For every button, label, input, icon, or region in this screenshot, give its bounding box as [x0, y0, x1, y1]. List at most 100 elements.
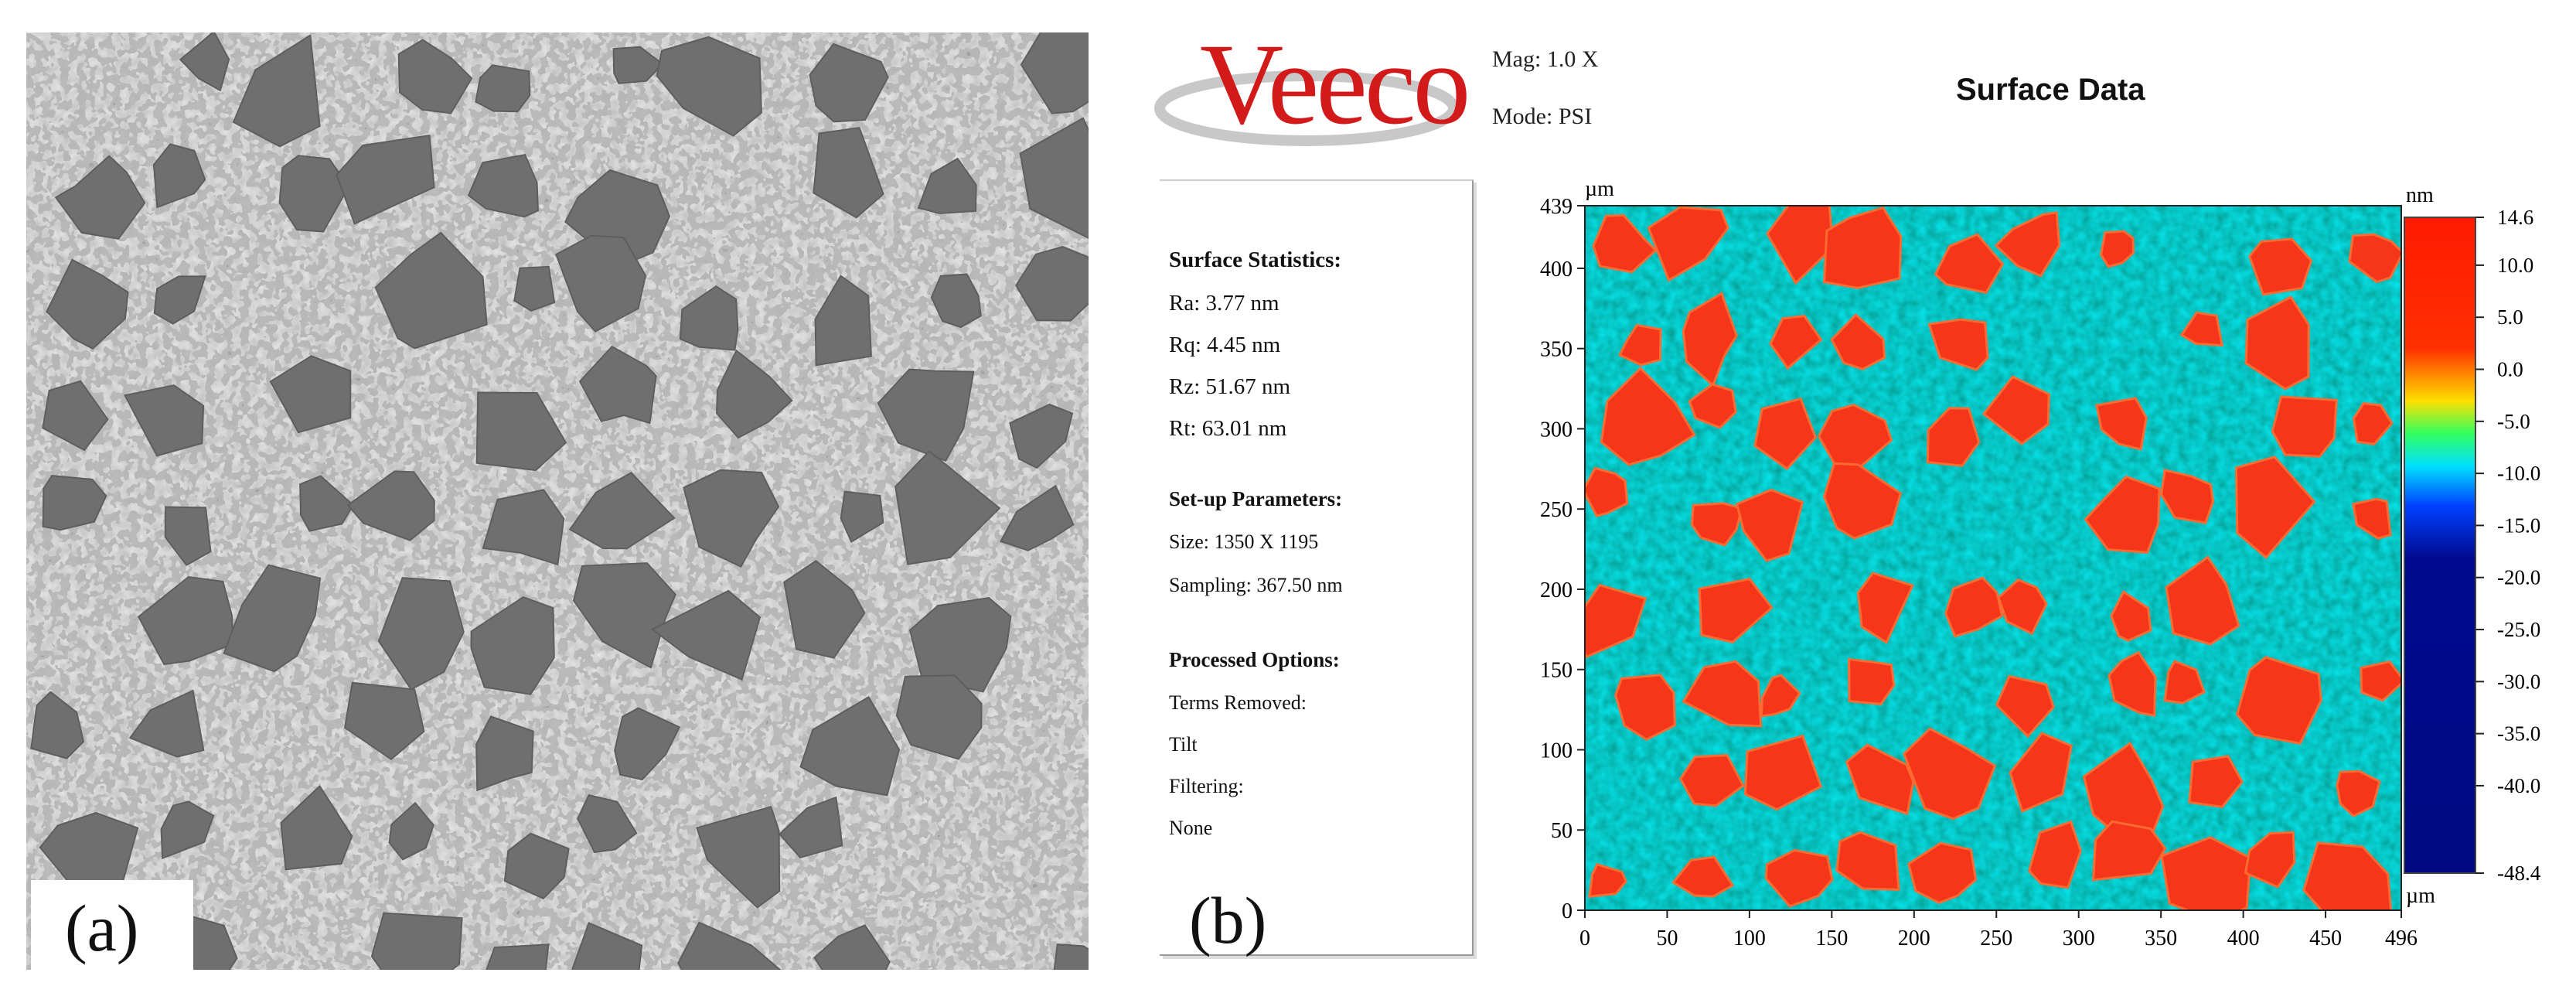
surface-grain [1934, 233, 2005, 294]
surface-grain [1822, 206, 1903, 289]
colorbar-tick-label: 10.0 [2497, 254, 2533, 277]
micro-grain [677, 921, 782, 970]
surface-grain [2302, 841, 2392, 910]
surface-grain [1735, 488, 1804, 562]
micro-grain [346, 470, 435, 541]
surface-grain [1688, 383, 1737, 429]
colorbar-tick-label: -40.0 [2497, 774, 2540, 797]
micro-grain [809, 43, 889, 123]
surface-grain [1698, 578, 1774, 644]
micro-grain [1020, 32, 1089, 114]
veeco-logo: Veeco [1152, 26, 1484, 147]
x-tick-label: 350 [2145, 926, 2177, 950]
y-tick-label: 400 [1540, 258, 1573, 282]
mag-readout: Mag: 1.0 X [1492, 46, 1599, 73]
surface-grain [2336, 769, 2381, 817]
mag-value: 1.0 X [1546, 46, 1599, 72]
surface-data-title: Surface Data [1956, 73, 2145, 107]
micro-grain [223, 564, 322, 673]
surface-grain [1995, 674, 2055, 739]
x-tick-label: 100 [1733, 926, 1766, 950]
micro-grain [840, 490, 884, 544]
colorbar-tick-label: 5.0 [2497, 305, 2523, 329]
micro-grain [397, 39, 473, 114]
x-tick-label: 300 [2063, 926, 2095, 950]
micro-grain [486, 944, 550, 970]
colorbar-tick-label: -20.0 [2497, 566, 2540, 589]
panel-a-label: (a) [31, 880, 193, 977]
surface-grain [2234, 456, 2316, 559]
surface-grain [1690, 502, 1743, 547]
surface-grain [1997, 578, 2048, 636]
surface-grain [1994, 211, 2061, 278]
surface-grain [1926, 407, 1981, 467]
logo-swoosh [1154, 70, 1459, 146]
micro-grain [779, 796, 843, 859]
surface-grain [2244, 831, 2296, 889]
colorbar-tick-label: -48.4 [2497, 862, 2541, 885]
colorbar-unit-um: µm [2406, 884, 2435, 908]
micro-grain [917, 157, 977, 214]
stat-ra: Ra: 3.77 nm [1169, 291, 1279, 316]
micro-grain [813, 126, 884, 219]
surface-grain [2165, 555, 2240, 646]
micro-grain [123, 384, 205, 457]
micro-grain [153, 275, 206, 325]
processed-terms: Terms Removed: [1169, 691, 1307, 714]
surface-grain [2028, 820, 2082, 889]
surface-grain [2095, 397, 2148, 451]
micro-grain [370, 912, 463, 970]
surface-grain [1907, 841, 1978, 905]
stats-heading: Surface Statistics: [1169, 247, 1342, 272]
y-tick-label: 50 [1551, 819, 1573, 843]
surface-grain [2160, 836, 2252, 910]
surface-grain [1617, 323, 1662, 367]
surface-grain [1647, 206, 1729, 282]
processed-none: None [1169, 817, 1213, 839]
micro-grain [1015, 246, 1089, 322]
surface-grain [1835, 831, 1900, 891]
micrograph-texture [26, 32, 1089, 970]
micro-grain [651, 589, 762, 681]
y-tick-label: 100 [1540, 739, 1573, 763]
x-tick-label: 50 [1656, 926, 1678, 950]
y-tick-label: 300 [1540, 418, 1573, 442]
surface-grain [2092, 820, 2167, 882]
surface-grain [1592, 213, 1658, 274]
micro-grain [164, 506, 212, 566]
x-tick-label: 150 [1815, 926, 1848, 950]
x-tick-label: 450 [2309, 926, 2342, 950]
colorbar-tick-label: 14.6 [2497, 206, 2533, 229]
surface-grain [1682, 292, 1738, 387]
micro-grain [278, 155, 350, 233]
processed-tilt: Tilt [1169, 733, 1198, 756]
surface-grain [2248, 237, 2313, 296]
micro-grain [232, 33, 321, 148]
micro-grain [374, 231, 488, 350]
micro-grain [336, 134, 435, 225]
micro-grain [679, 285, 739, 351]
y-tick-label: 250 [1540, 498, 1573, 522]
surface-grain [2179, 311, 2224, 347]
micro-grain [475, 64, 531, 113]
micro-grain [42, 474, 107, 531]
surface-grain [2244, 295, 2310, 391]
micro-grain [1053, 944, 1089, 970]
surface-grain [1671, 855, 1735, 898]
micro-grain [30, 691, 85, 759]
surface-grain [2352, 401, 2394, 445]
surface-grain [1944, 576, 2004, 638]
surface-grain [1927, 318, 1989, 371]
surface-grain [1764, 848, 1834, 908]
surface-grain [2009, 732, 2073, 814]
micro-grain [895, 674, 983, 760]
micro-grain [568, 472, 676, 550]
micro-grain [715, 349, 793, 439]
surface-grain [2082, 742, 2165, 838]
surface-grain [2160, 469, 2215, 524]
micro-grain [894, 450, 1001, 565]
surface-grain [1981, 375, 2050, 445]
colorbar-gradient [2404, 217, 2476, 874]
micro-grain [280, 784, 353, 871]
panel-b-label: (b) [1189, 883, 1267, 957]
